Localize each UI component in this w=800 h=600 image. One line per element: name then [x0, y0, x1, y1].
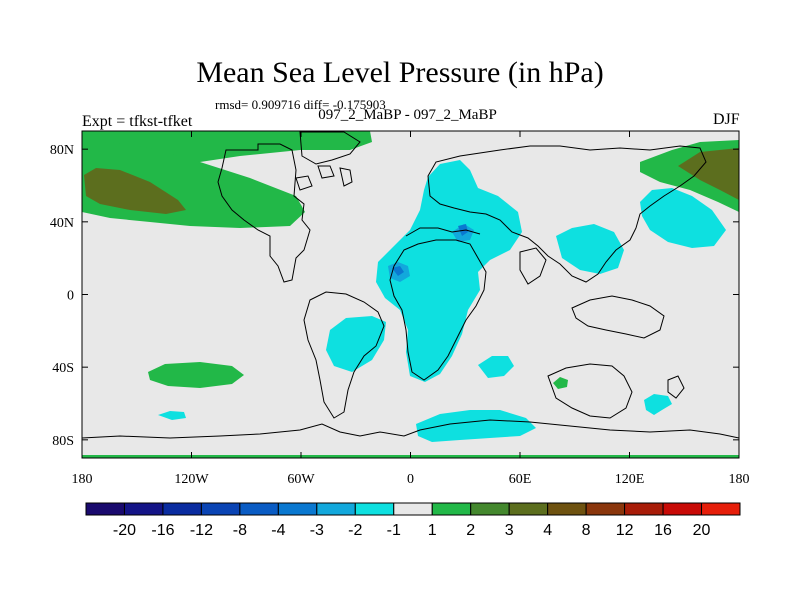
experiment-label: Expt = tfkst-tfket: [82, 113, 193, 130]
colorbar-swatch: [547, 502, 587, 516]
colorbar-swatch: [701, 502, 741, 516]
colorbar-swatch: [393, 502, 433, 516]
season-label: DJF: [713, 111, 740, 128]
coastline-south-america: [303, 291, 385, 419]
x-tick-label: 120W: [174, 472, 209, 487]
colorbar-swatch: [123, 502, 164, 516]
colorbar-swatch: [85, 502, 125, 516]
colorbar-swatch: [470, 502, 510, 516]
coastline-eurasia: [427, 145, 707, 283]
colorbar-label: -2: [348, 522, 362, 539]
region-north-pacific-west-negative: [640, 188, 726, 248]
region-north-pacific-strong: [84, 168, 186, 214]
y-tick-label: 40N: [50, 216, 74, 231]
y-tick-label: 80N: [50, 143, 74, 158]
coastline-australia: [547, 363, 633, 419]
colorbar-swatch: [354, 502, 395, 516]
colorbar-swatch: [624, 502, 664, 516]
colorbar-label: 3: [505, 522, 514, 539]
region-europe-africa-negative: [376, 160, 522, 382]
chart-title: Mean Sea Level Pressure (in hPa): [196, 56, 604, 89]
colorbar-label: -12: [190, 522, 213, 539]
coastline-india-sea: [519, 247, 547, 285]
coastline-antarctica: [82, 419, 739, 439]
colorbar-swatch: [162, 502, 202, 516]
y-tick-label: 0: [67, 289, 74, 304]
region-southern-ocean-negative: [416, 410, 536, 442]
coastlines: [82, 131, 739, 439]
x-tick-label: 60W: [287, 472, 315, 487]
coastline-north-america: [217, 143, 311, 283]
colorbar-swatch: [508, 502, 549, 516]
coastline-southeast-asia: [571, 295, 665, 339]
colorbar-label: 16: [654, 522, 672, 539]
colorbar-label: 2: [466, 522, 475, 539]
y-tick-label: 80S: [52, 434, 74, 449]
region-atlantic-negative: [326, 316, 386, 372]
coastline-africa: [389, 239, 487, 381]
region-south-pacific-positive: [148, 362, 244, 388]
colorbar-swatch: [662, 502, 703, 516]
colorbar-label: -1: [387, 522, 401, 539]
colorbar-label: 12: [616, 522, 634, 539]
chart-subtitle: 097_2_MaBP - 097_2_MaBP: [318, 107, 497, 123]
colorbar-label: -3: [310, 522, 324, 539]
colorbar-swatch: [316, 502, 356, 516]
coastline-mediterranean: [405, 227, 481, 237]
colorbar-label: -4: [271, 522, 285, 539]
region-small-south-pacific-negative: [158, 411, 186, 420]
colorbar-label: 1: [428, 522, 437, 539]
colorbar-label: 8: [582, 522, 591, 539]
region-indian-ocean-small-positive: [553, 377, 568, 389]
colorbar-label: -20: [113, 522, 136, 539]
colorbar-swatch: [277, 502, 318, 516]
region-south-indian-negative: [478, 356, 514, 378]
coastline-greenland: [299, 131, 361, 165]
colorbar-label: -16: [151, 522, 174, 539]
colorbar-swatch: [431, 502, 472, 516]
colorbar-swatch: [200, 502, 241, 516]
region-southwest-pacific-negative: [644, 394, 672, 415]
y-tick-label: 40S: [52, 361, 74, 376]
x-tick-label: 180: [72, 472, 93, 487]
region-west-africa-deep-negative: [392, 266, 404, 276]
colorbar: -20 -16 -12 -8 -4 -3 -2 -1 1 2 3 4 8 12 16 20: [85, 502, 741, 539]
coastline-arctic-islands: [295, 165, 353, 191]
y-axis-ticks: 80N 40N 0 40S 80S: [50, 143, 739, 449]
region-northeast-asia-strong: [678, 148, 739, 200]
x-tick-label: 180: [729, 472, 750, 487]
x-tick-label: 0: [407, 472, 414, 487]
colorbar-label: 4: [543, 522, 552, 539]
x-axis-ticks: 180 120W 60W 0 60E 120E 180: [72, 131, 750, 487]
colorbar-label: 20: [693, 522, 711, 539]
map-plot-area: [82, 131, 739, 458]
stats-label: rmsd= 0.909716 diff= -0.175903: [215, 97, 386, 112]
x-tick-label: 60E: [509, 472, 532, 487]
coastline-new-zealand: [667, 375, 685, 399]
x-tick-label: 120E: [615, 472, 645, 487]
colorbar-label: -8: [233, 522, 247, 539]
colorbar-swatch: [239, 502, 279, 516]
colorbar-swatch: [585, 502, 626, 516]
